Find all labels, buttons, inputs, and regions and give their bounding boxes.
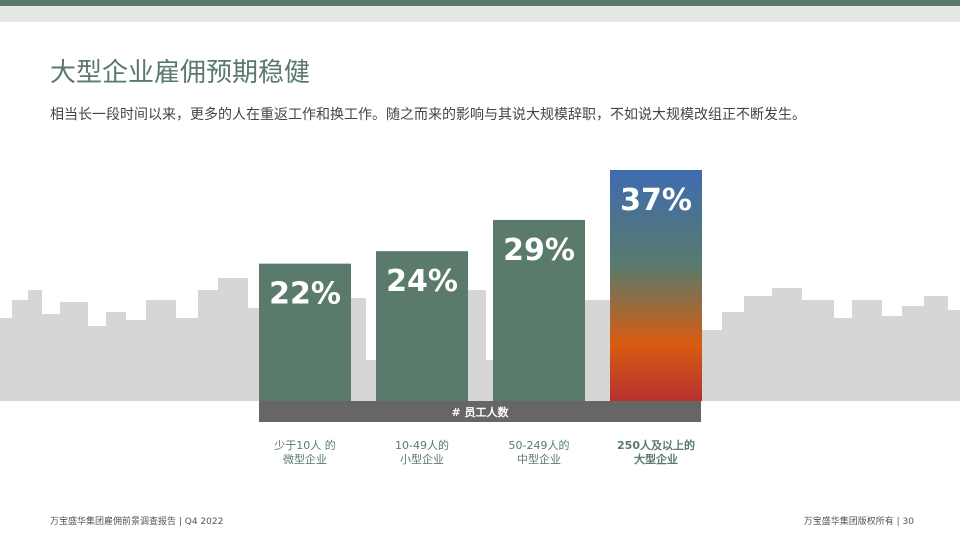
bar-1 bbox=[259, 263, 351, 401]
bar-4 bbox=[610, 170, 702, 401]
city-skyline bbox=[0, 278, 960, 401]
top-band bbox=[0, 6, 960, 22]
bar-value-label: 22% bbox=[269, 277, 341, 312]
bars-group: 22% 24% 29% 37% bbox=[259, 170, 702, 401]
category-label: 大型企业 bbox=[634, 452, 678, 466]
category-label: 50-249人的 bbox=[509, 438, 570, 452]
bar-value-label: 24% bbox=[386, 264, 458, 299]
category-label: 中型企业 bbox=[517, 452, 561, 466]
x-axis-label: # 员工人数 bbox=[451, 405, 509, 419]
category-label: 10-49人的 bbox=[395, 438, 449, 452]
category-label: 微型企业 bbox=[283, 452, 327, 466]
bar-2 bbox=[376, 251, 468, 401]
category-label: 250人及以上的 bbox=[617, 438, 695, 452]
page-title: 大型企业雇佣预期稳健 bbox=[50, 58, 311, 88]
category-label: 少于10人 的 bbox=[274, 438, 336, 452]
category-label: 小型企业 bbox=[400, 452, 444, 466]
footer-source: 万宝盛华集团雇佣前景调查报告 | Q4 2022 bbox=[50, 517, 224, 527]
bar-value-label: 29% bbox=[503, 233, 575, 268]
x-axis-band bbox=[259, 401, 701, 422]
bar-3 bbox=[493, 219, 585, 401]
skyline-ground bbox=[0, 360, 960, 401]
footer-copyright: 万宝盛华集团版权所有 | 30 bbox=[803, 517, 914, 527]
page-subtitle: 相当长一段时间以来，更多的人在重返工作和换工作。随之而来的影响与其说大规模辞职，… bbox=[50, 107, 806, 123]
top-accent-bar bbox=[0, 0, 960, 6]
bar-value-label: 37% bbox=[620, 183, 692, 218]
